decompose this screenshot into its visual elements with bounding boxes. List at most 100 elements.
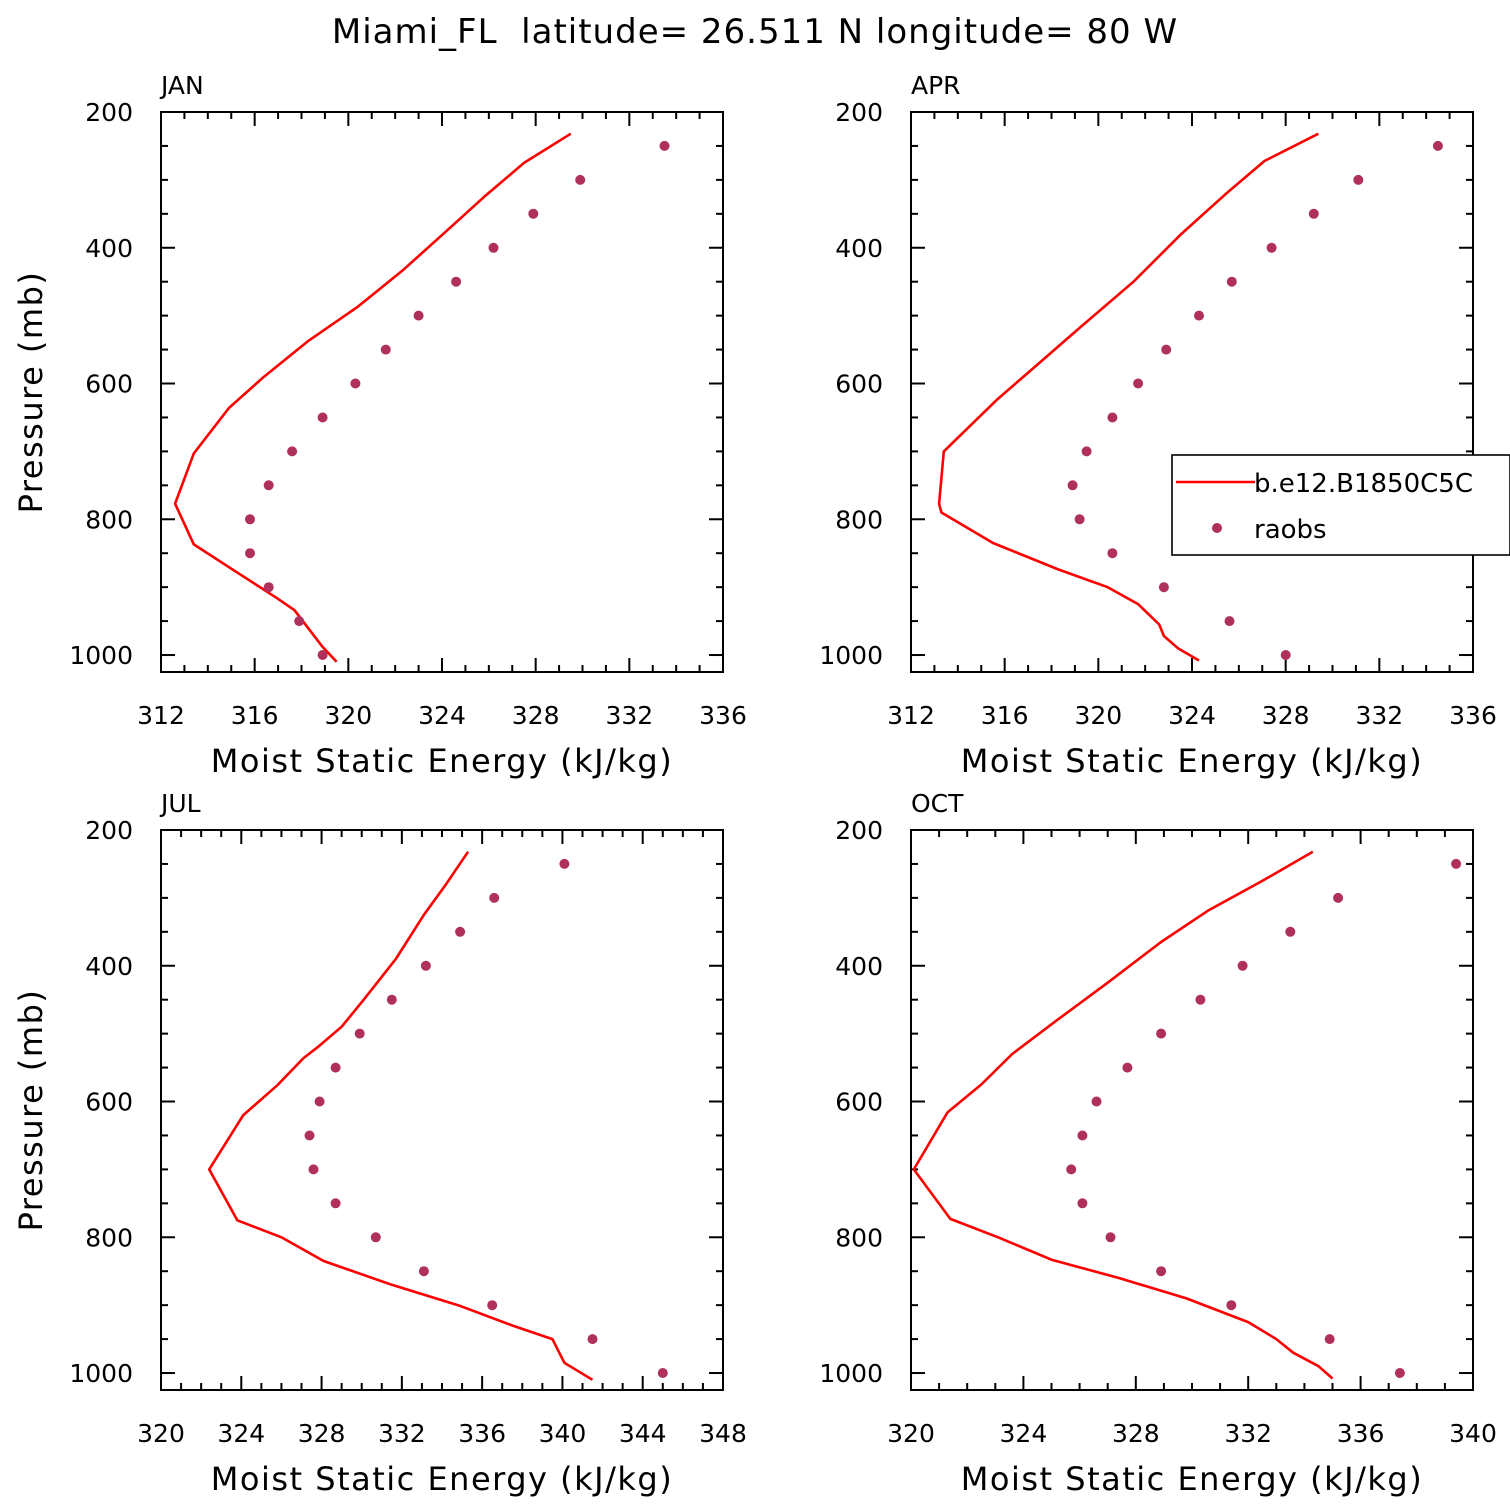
page-title: Miami_FL latitude= 26.511 N longitude= 8… — [331, 12, 1179, 52]
x-tick-label: 332 — [1355, 701, 1403, 730]
raobs-point — [1091, 1096, 1102, 1107]
x-tick-label: 336 — [458, 1419, 506, 1448]
y-tick-label: 200 — [85, 98, 133, 127]
panel-title: JAN — [159, 71, 204, 100]
legend-raobs-marker — [1212, 523, 1222, 533]
raobs-point — [308, 1164, 319, 1175]
raobs-point — [1105, 1232, 1116, 1243]
raobs-point — [350, 378, 361, 389]
y-tick-label: 400 — [85, 234, 133, 263]
x-tick-label: 328 — [298, 1419, 346, 1448]
raobs-point — [1195, 994, 1206, 1005]
y-tick-label: 600 — [85, 1088, 133, 1117]
model-profile-line — [912, 850, 1334, 1380]
x-tick-label: 328 — [1262, 701, 1310, 730]
panel-oct: 320 324 328 332 336 340 200 400 600 800 1000 OCT Moi… — [819, 789, 1496, 1498]
x-tick-label: 324 — [217, 1419, 265, 1448]
raobs-point — [659, 140, 670, 151]
raobs-point — [330, 1062, 341, 1073]
raobs-point — [1158, 582, 1169, 593]
plot-frame — [910, 111, 1474, 673]
raobs-point — [287, 446, 298, 457]
y-tick-label: 200 — [835, 816, 883, 845]
raobs-point — [380, 344, 391, 355]
y-tick-label: 600 — [835, 1088, 883, 1117]
x-tick-label: 336 — [1337, 1419, 1385, 1448]
x-tick-label: 328 — [512, 701, 560, 730]
raobs-point — [1156, 1266, 1167, 1277]
raobs-point — [317, 412, 328, 423]
y-tick-label: 600 — [835, 370, 883, 399]
raobs-point — [487, 1300, 498, 1311]
legend-raobs-label: raobs — [1254, 515, 1327, 545]
raobs-point — [528, 208, 539, 219]
x-tick-label: 340 — [1449, 1419, 1497, 1448]
raobs-point — [314, 1096, 325, 1107]
y-tick-label: 1000 — [819, 1359, 883, 1388]
panel-title: JUL — [159, 789, 201, 818]
x-axis-label: Moist Static Energy (kJ/kg) — [961, 742, 1423, 780]
raobs-point — [455, 926, 466, 937]
x-tick-label: 336 — [699, 701, 747, 730]
raobs-point — [1451, 858, 1462, 869]
y-tick-label: 800 — [835, 505, 883, 534]
raobs-point — [657, 1368, 668, 1378]
raobs-point — [1107, 412, 1118, 423]
x-tick-label: 316 — [981, 701, 1029, 730]
x-tick-label: 320 — [1074, 701, 1122, 730]
raobs-point — [1074, 514, 1085, 525]
raobs-point — [1194, 310, 1204, 321]
raobs-point — [418, 1266, 429, 1277]
y-tick-label: 200 — [85, 816, 133, 845]
legend-box — [1171, 454, 1510, 556]
y-tick-label: 800 — [85, 505, 133, 534]
x-tick-label: 348 — [699, 1419, 747, 1448]
panel-title: APR — [911, 71, 961, 100]
raobs-point — [1066, 1164, 1077, 1175]
panel-jan: 312 316 320 324 328 332 336 200 400 600 800 1000 JAN… — [12, 71, 747, 780]
x-tick-label: 324 — [1168, 701, 1216, 730]
raobs-point — [451, 276, 462, 287]
raobs-point — [317, 650, 328, 660]
raobs-point — [559, 858, 570, 869]
y-axis-label: Pressure (mb) — [12, 989, 50, 1232]
x-tick-label: 328 — [1112, 1419, 1160, 1448]
raobs-point — [1077, 1198, 1088, 1209]
raobs-point — [1077, 1130, 1088, 1141]
raobs-point — [1081, 446, 1092, 457]
raobs-point — [488, 242, 499, 253]
raobs-point — [575, 174, 586, 185]
x-tick-label: 332 — [378, 1419, 426, 1448]
plot-frame — [160, 829, 724, 1391]
model-profile-line — [207, 850, 594, 1381]
raobs-point — [294, 616, 305, 627]
raobs-point — [1237, 960, 1248, 971]
raobs-point — [1285, 926, 1296, 937]
x-tick-label: 312 — [887, 701, 935, 730]
y-tick-label: 1000 — [819, 641, 883, 670]
raobs-point — [587, 1334, 598, 1345]
raobs-point — [304, 1130, 315, 1141]
raobs-point — [489, 892, 500, 903]
raobs-point — [1107, 548, 1118, 559]
x-tick-label: 312 — [137, 701, 185, 730]
x-axis-label: Moist Static Energy (kJ/kg) — [961, 1460, 1423, 1498]
x-tick-label: 336 — [1449, 701, 1497, 730]
y-tick-label: 400 — [835, 234, 883, 263]
raobs-point — [1266, 242, 1277, 253]
y-axis-label: Pressure (mb) — [12, 271, 50, 514]
legend-model-label: b.e12.B1850C5C — [1254, 469, 1473, 499]
raobs-point — [1333, 892, 1344, 903]
plot-frame — [910, 829, 1474, 1391]
x-tick-label: 332 — [1224, 1419, 1272, 1448]
raobs-point — [1133, 378, 1144, 389]
x-tick-label: 344 — [619, 1419, 667, 1448]
x-tick-label: 324 — [418, 701, 466, 730]
x-tick-label: 316 — [231, 701, 279, 730]
raobs-point — [1394, 1368, 1405, 1378]
x-tick-label: 320 — [137, 1419, 185, 1448]
x-axis-label: Moist Static Energy (kJ/kg) — [211, 1460, 673, 1498]
x-tick-label: 320 — [887, 1419, 935, 1448]
raobs-point — [263, 480, 274, 491]
